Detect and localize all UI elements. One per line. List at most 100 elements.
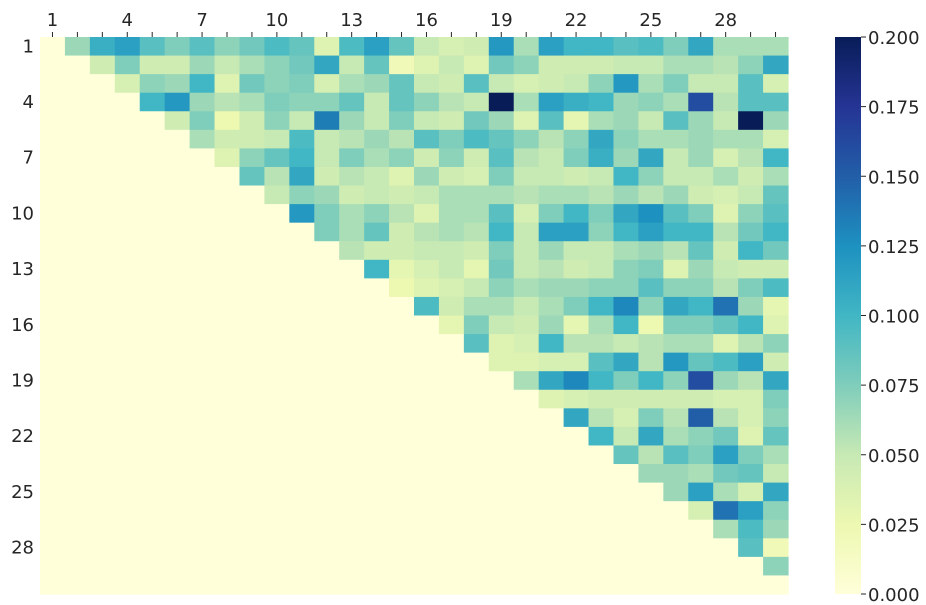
heatmap-cell-r30-c10 xyxy=(264,575,290,595)
heatmap-cell-r10-c6 xyxy=(164,204,191,224)
heatmap-cell-r15-c16 xyxy=(414,296,440,317)
x-axis-ticks: 1 4 7 10 13 16 19 22 25 28 xyxy=(47,10,777,37)
heatmap-cell-r5-c25 xyxy=(638,111,664,131)
heatmap-cell-r19-c6 xyxy=(164,371,191,391)
heatmap-cell-r28-c9 xyxy=(239,538,265,558)
heatmap-cell-r26-c29 xyxy=(738,501,764,521)
x-tick-label-13: 13 xyxy=(340,10,363,31)
heatmap-cell-r23-c30 xyxy=(763,445,789,465)
heatmap-cell-r10-c26 xyxy=(663,204,689,224)
heatmap-cell-r19-c13 xyxy=(339,371,365,391)
heatmap-cell-r29-c11 xyxy=(289,556,315,577)
heatmap-cell-r10-c30 xyxy=(763,204,789,224)
heatmap-cell-r10-c16 xyxy=(414,204,440,224)
heatmap-cell-r16-c1 xyxy=(40,315,66,335)
heatmap-cell-r13-c16 xyxy=(414,259,440,279)
heatmap-cell-r16-c2 xyxy=(64,315,91,335)
heatmap-cell-r2-c11 xyxy=(289,55,315,75)
heatmap-cell-r12-c16 xyxy=(414,241,440,261)
heatmap-cell-r20-c28 xyxy=(713,389,739,409)
heatmap-cell-r7-c16 xyxy=(414,148,440,168)
heatmap-cell-r9-c28 xyxy=(713,185,739,205)
heatmap-cell-r9-c12 xyxy=(314,185,340,205)
heatmap-cell-r30-c3 xyxy=(89,575,116,595)
heatmap-cell-r24-c26 xyxy=(663,464,689,484)
x-tick-label-10: 10 xyxy=(265,10,288,31)
heatmap-cell-r4-c27 xyxy=(688,92,714,112)
heatmap-cell-r8-c4 xyxy=(114,166,141,187)
heatmap-cell-r1-c20 xyxy=(513,37,540,57)
y-tick-label-28: 28 xyxy=(11,538,34,559)
heatmap-cell-r21-c3 xyxy=(89,408,116,428)
heatmap-cell-r5-c15 xyxy=(389,111,415,131)
heatmap-cell-r23-c8 xyxy=(214,445,241,465)
heatmap-cell-r13-c21 xyxy=(538,259,565,279)
heatmap-cell-r17-c22 xyxy=(563,334,590,354)
heatmap-cell-r12-c26 xyxy=(663,241,689,261)
heatmap-cell-r17-c12 xyxy=(314,334,340,354)
heatmap-cell-r20-c24 xyxy=(613,389,639,409)
heatmap-cell-r11-c23 xyxy=(588,222,615,242)
heatmap-cell-r20-c8 xyxy=(214,389,241,409)
heatmap-cell-r7-c2 xyxy=(64,148,91,168)
heatmap-cell-r21-c25 xyxy=(638,408,664,428)
heatmap-cell-r26-c3 xyxy=(89,501,116,521)
heatmap-cell-r9-c15 xyxy=(389,185,415,205)
heatmap-cell-r25-c23 xyxy=(588,482,615,502)
heatmap-cell-r1-c2 xyxy=(64,37,91,57)
heatmap-cell-r13-c23 xyxy=(588,259,615,279)
heatmap-cell-r26-c23 xyxy=(588,501,615,521)
heatmap-cell-r5-c17 xyxy=(438,111,465,131)
heatmap-cell-r6-c25 xyxy=(638,129,664,149)
heatmap-cell-r9-c7 xyxy=(189,185,216,205)
heatmap-cell-r24-c22 xyxy=(563,464,590,484)
heatmap-cell-r8-c29 xyxy=(738,166,764,187)
heatmap-cell-r4-c22 xyxy=(563,92,590,112)
heatmap-cell-r11-c12 xyxy=(314,222,340,242)
heatmap-cell-r8-c25 xyxy=(638,166,664,187)
heatmap-cell-r8-c2 xyxy=(64,166,91,187)
heatmap-cell-r24-c6 xyxy=(164,464,191,484)
heatmap-cell-r13-c11 xyxy=(289,259,315,279)
heatmap-cell-r1-c13 xyxy=(339,37,365,57)
heatmap-cell-r4-c26 xyxy=(663,92,689,112)
heatmap-cell-r10-c20 xyxy=(513,204,540,224)
heatmap-cell-r24-c16 xyxy=(414,464,440,484)
heatmap-cell-r17-c2 xyxy=(64,334,91,354)
heatmap-cell-r22-c22 xyxy=(563,426,590,447)
heatmap-cell-r10-c3 xyxy=(89,204,116,224)
heatmap-cell-r9-c9 xyxy=(239,185,265,205)
heatmap-cell-r29-c24 xyxy=(613,556,639,577)
heatmap-cell-r13-c24 xyxy=(613,259,639,279)
heatmap-cell-r17-c30 xyxy=(763,334,789,354)
heatmap-cell-r28-c25 xyxy=(638,538,664,558)
heatmap-cell-r4-c18 xyxy=(463,92,490,112)
heatmap-cell-r27-c3 xyxy=(89,519,116,539)
heatmap-cell-r15-c7 xyxy=(189,296,216,317)
heatmap-cell-r24-c19 xyxy=(488,464,515,484)
heatmap-cell-r7-c15 xyxy=(389,148,415,168)
heatmap-cell-r27-c8 xyxy=(214,519,241,539)
heatmap-cell-r17-c6 xyxy=(164,334,191,354)
heatmap-cell-r6-c13 xyxy=(339,129,365,149)
heatmap-cell-r28-c27 xyxy=(688,538,714,558)
heatmap-cell-r9-c5 xyxy=(139,185,166,205)
heatmap-cell-r1-c25 xyxy=(638,37,664,57)
heatmap-cell-r23-c25 xyxy=(638,445,664,465)
heatmap-cell-r12-c25 xyxy=(638,241,664,261)
heatmap-cell-r25-c4 xyxy=(114,482,141,502)
heatmap-cell-r8-c11 xyxy=(289,166,315,187)
heatmap-cell-r25-c24 xyxy=(613,482,639,502)
heatmap-cell-r19-c23 xyxy=(588,371,615,391)
heatmap-cell-r27-c12 xyxy=(314,519,340,539)
heatmap-cell-r27-c29 xyxy=(738,519,764,539)
heatmap-cell-r7-c7 xyxy=(189,148,216,168)
heatmap-cell-r8-c5 xyxy=(139,166,166,187)
heatmap-cell-r24-c9 xyxy=(239,464,265,484)
heatmap-cell-r26-c19 xyxy=(488,501,515,521)
heatmap-cell-r18-c28 xyxy=(713,352,739,372)
heatmap-cell-r10-c28 xyxy=(713,204,739,224)
heatmap-cell-r6-c17 xyxy=(438,129,465,149)
heatmap-cell-r8-c18 xyxy=(463,166,490,187)
heatmap-cell-r11-c8 xyxy=(214,222,241,242)
